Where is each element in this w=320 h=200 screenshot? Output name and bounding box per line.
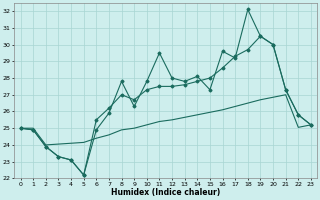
X-axis label: Humidex (Indice chaleur): Humidex (Indice chaleur) [111,188,220,197]
